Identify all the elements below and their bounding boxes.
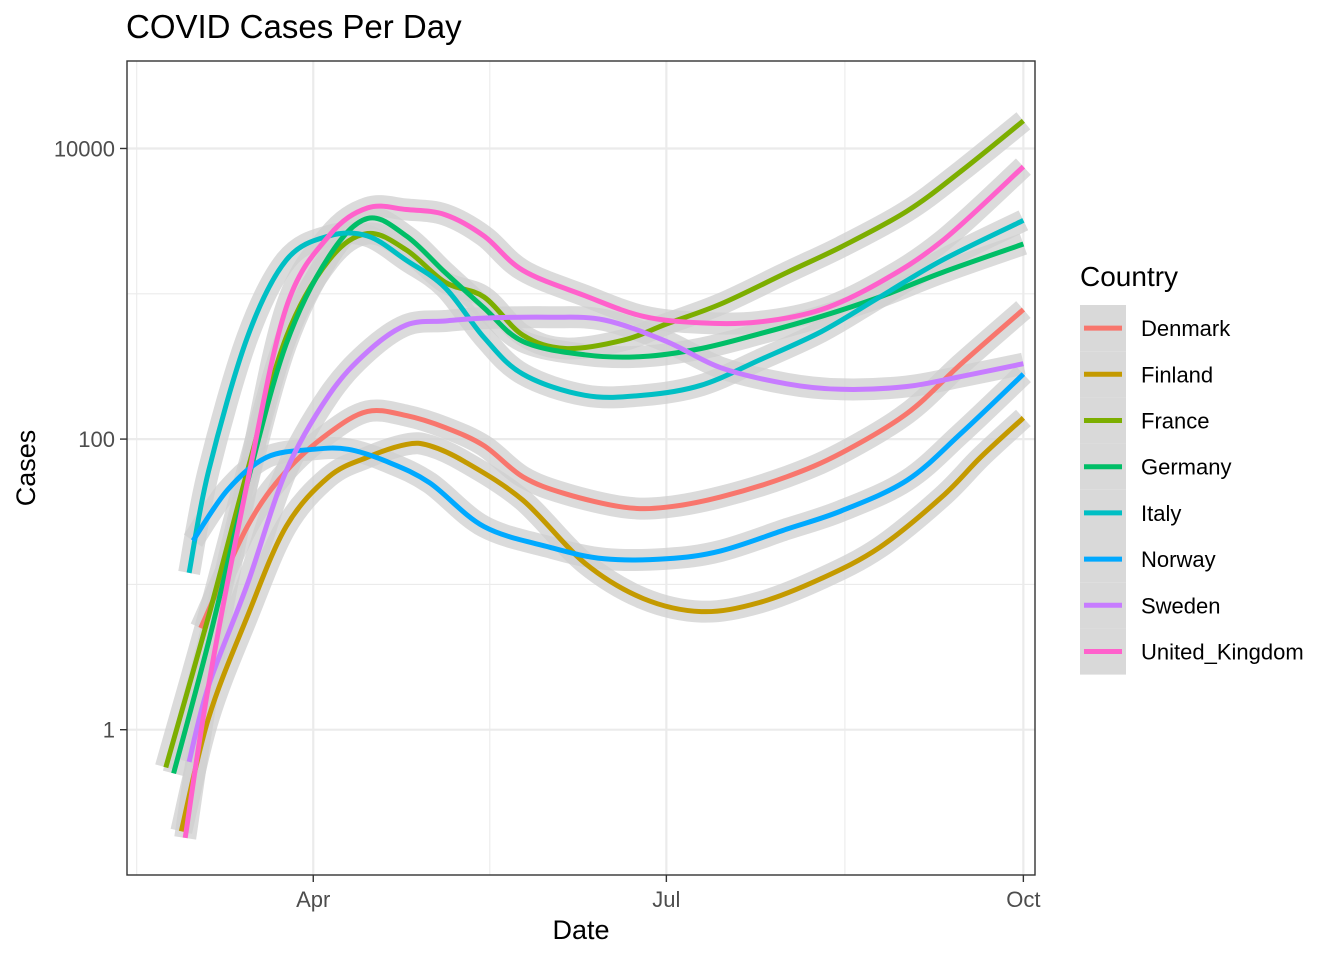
legend-label-finland: Finland [1141,362,1213,387]
legend-label-germany: Germany [1141,455,1231,480]
y-tick-label: 1 [103,718,115,743]
legend-label-norway: Norway [1141,547,1216,572]
plot-frame [126,60,1036,876]
series-line-denmark [198,307,1026,630]
legend-title: Country [1080,261,1178,292]
series-line-italy [186,218,1025,574]
y-axis: 1 100 10000 [54,136,127,743]
series-line-norway [190,372,1026,563]
legend-label-italy: Italy [1141,501,1181,526]
x-axis-title: Date [552,915,609,945]
series-line-sweden [186,314,1024,763]
chart-title: COVID Cases Per Day [126,8,462,45]
x-tick-label: Oct [1006,887,1040,912]
legend-label-denmark: Denmark [1141,316,1231,341]
legend-label-united-kingdom: United_Kingdom [1141,640,1304,665]
y-axis-title: Cases [11,430,41,507]
legend-label-sweden: Sweden [1141,593,1221,618]
panel-border [126,60,1036,876]
series-line-finland [178,416,1026,832]
y-tick-label: 10000 [54,136,115,161]
x-tick-label: Apr [296,887,330,912]
x-axis: Apr Jul Oct [296,875,1040,912]
legend-label-france: France [1141,409,1209,434]
series-line-united-kingdom [182,164,1026,839]
legend: Country Denmark Finland France Germany Italy… [1080,261,1304,675]
y-tick-label: 100 [78,427,115,452]
series-lines [163,118,1026,839]
x-tick-label: Jul [652,887,680,912]
